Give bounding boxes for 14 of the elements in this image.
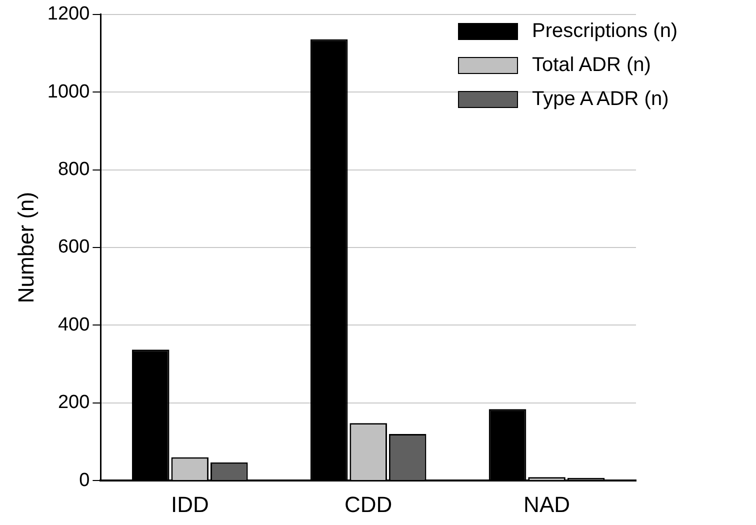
y-tick-label: 800 — [58, 159, 90, 180]
y-tick-label: 1000 — [47, 81, 90, 102]
y-tick-label: 0 — [79, 470, 90, 491]
y-tick-label: 200 — [58, 392, 90, 414]
x-tick-label: IDD — [170, 492, 209, 517]
legend-label: Type A ADR (n) — [532, 88, 669, 110]
legend-label: Total ADR (n) — [532, 54, 651, 76]
y-tick-label: 600 — [58, 236, 90, 258]
x-tick-label: CDD — [344, 492, 392, 517]
y-tick-label: 400 — [58, 314, 90, 336]
y-tick-label: 1200 — [47, 4, 90, 25]
y-axis-title: Number (n) — [13, 192, 38, 304]
legend-label: Prescriptions (n) — [532, 20, 678, 42]
x-tick-label: NAD — [524, 492, 570, 517]
